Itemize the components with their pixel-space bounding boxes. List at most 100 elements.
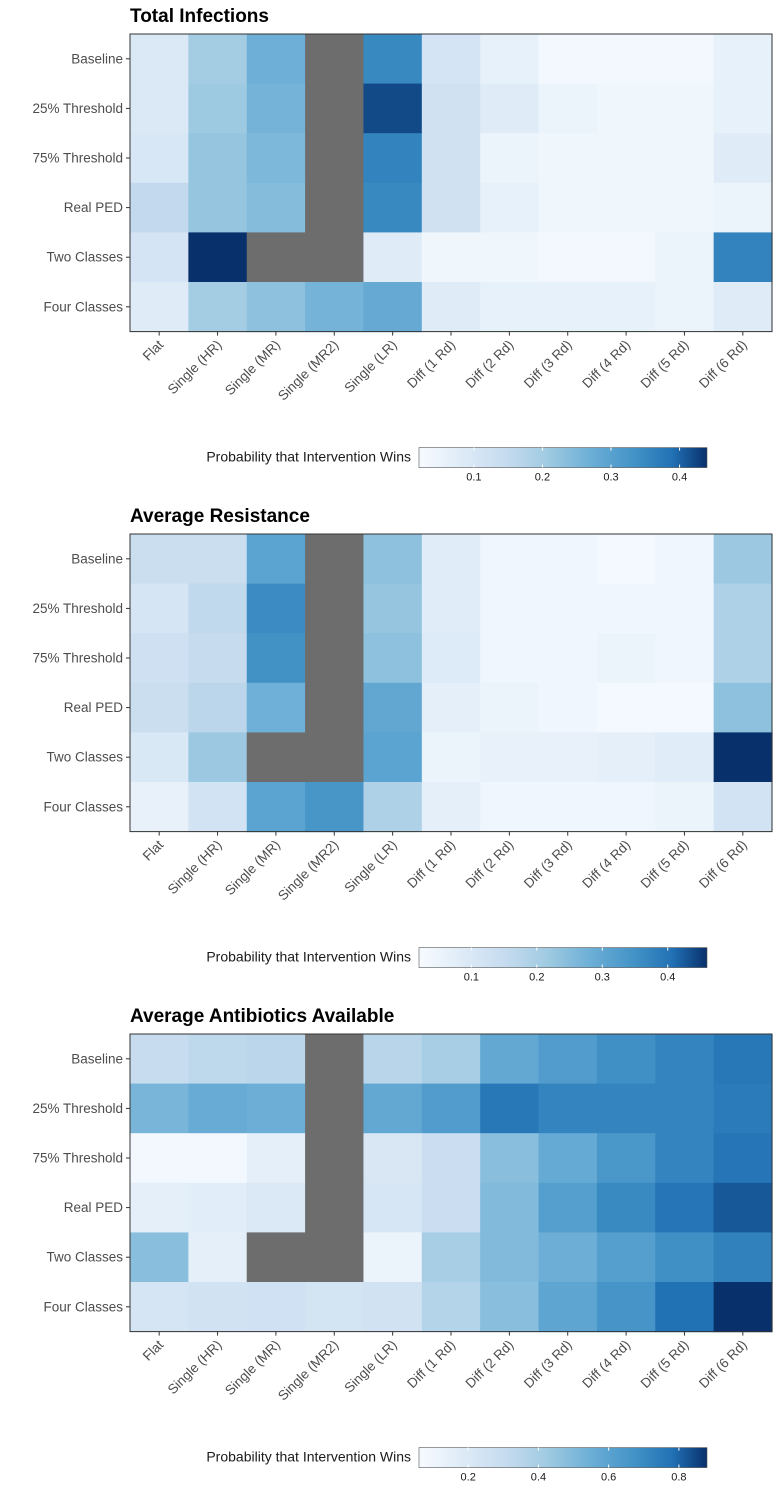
heatmap-cell — [480, 282, 540, 333]
heatmap-cell — [655, 232, 715, 283]
heatmap-cell — [713, 282, 773, 333]
heatmap-cell — [305, 182, 365, 233]
x-tick-label: Single (MR) — [222, 837, 283, 898]
heatmap-cell — [713, 1133, 773, 1184]
legend-tick-label: 0.6 — [601, 1472, 616, 1484]
heatmap-cell — [655, 732, 715, 783]
x-tick-label: Single (HR) — [165, 1337, 225, 1397]
heatmap-cell — [596, 534, 656, 585]
heatmap-cell — [246, 682, 306, 733]
y-tick-label: 25% Threshold — [32, 101, 123, 116]
heatmap-cell — [305, 534, 365, 585]
legend-title: Probability that Intervention Wins — [206, 449, 411, 465]
heatmap-cell — [713, 83, 773, 134]
heatmap-cell — [655, 1133, 715, 1184]
heatmap-cell — [246, 782, 306, 833]
heatmap-cell — [188, 732, 248, 783]
heatmap-cell — [421, 534, 481, 585]
heatmap-cell — [246, 1083, 306, 1134]
x-tick-label: Diff (6 Rd) — [696, 1337, 750, 1391]
heatmap-cell — [421, 782, 481, 833]
heatmap-cell — [421, 1232, 481, 1283]
heatmap-cell — [246, 1282, 306, 1333]
heatmap-cell — [421, 34, 481, 85]
x-tick-label: Diff (2 Rd) — [463, 1337, 517, 1391]
legend-colorbar — [418, 947, 708, 968]
legend-tick-label: 0.3 — [595, 972, 610, 984]
x-tick-label: Diff (2 Rd) — [463, 337, 517, 391]
heatmap-cell — [421, 633, 481, 684]
x-tick-label: Single (LR) — [341, 1337, 399, 1395]
heatmap-cell — [188, 782, 248, 833]
heatmap-cell — [421, 232, 481, 283]
heatmap-cell — [130, 1034, 189, 1085]
heatmap-cell — [480, 34, 540, 85]
heatmap-cell — [655, 34, 715, 85]
heatmap-cell — [363, 34, 423, 85]
heatmap-cell — [538, 1133, 598, 1184]
heatmap-cell — [538, 534, 598, 585]
heatmap-cell — [596, 182, 656, 233]
heatmap-cell — [538, 232, 598, 283]
heatmap-cell — [713, 633, 773, 684]
heatmap-cell — [655, 534, 715, 585]
heatmap-cell — [480, 1282, 540, 1333]
heatmap-cell — [130, 534, 189, 585]
heatmap-cell — [538, 1182, 598, 1233]
heatmap-cell — [363, 232, 423, 283]
legend-colorbar — [418, 1447, 708, 1468]
x-tick-label: Diff (4 Rd) — [579, 837, 633, 891]
x-tick-label: Diff (5 Rd) — [638, 337, 692, 391]
heatmap-cell — [596, 83, 656, 134]
heatmap-cell — [305, 1034, 365, 1085]
heatmap-cell — [713, 1034, 773, 1085]
heatmap-cell — [305, 1133, 365, 1184]
heatmap-cell — [655, 1083, 715, 1134]
heatmap-cell — [655, 633, 715, 684]
y-tick-label: 25% Threshold — [32, 601, 123, 616]
heatmap-cell — [363, 633, 423, 684]
heatmap-cell — [538, 1232, 598, 1283]
y-tick-label: Real PED — [64, 700, 124, 715]
x-tick-label: Diff (5 Rd) — [638, 837, 692, 891]
heatmap-cell — [363, 682, 423, 733]
heatmap-cell — [655, 1232, 715, 1283]
heatmap-cell — [305, 1083, 365, 1134]
heatmap-cell — [655, 83, 715, 134]
y-tick-label: Real PED — [64, 200, 124, 215]
heatmap-cell — [713, 1083, 773, 1134]
legend-tick-label: 0.2 — [529, 972, 544, 984]
heatmap-cell — [188, 633, 248, 684]
heatmap-cell — [246, 1182, 306, 1233]
heatmap-cell — [305, 633, 365, 684]
heatmap-cell — [480, 782, 540, 833]
heatmap-cell — [596, 782, 656, 833]
x-tick-label: Diff (2 Rd) — [463, 837, 517, 891]
heatmap-cell — [538, 1034, 598, 1085]
heatmap-cell — [538, 583, 598, 634]
heatmap-cell — [538, 1083, 598, 1134]
heatmap-cell — [713, 1232, 773, 1283]
x-tick-label: Diff (4 Rd) — [579, 337, 633, 391]
heatmap-cell — [246, 83, 306, 134]
heatmap-cell — [655, 583, 715, 634]
heatmap-cell — [596, 133, 656, 184]
heatmap-cell — [655, 282, 715, 333]
heatmap-cell — [130, 1083, 189, 1134]
heatmap-cell — [188, 1182, 248, 1233]
heatmap-cell — [538, 782, 598, 833]
y-tick-label: Real PED — [64, 1200, 124, 1215]
heatmap-cell — [655, 1034, 715, 1085]
y-tick-label: 75% Threshold — [32, 151, 123, 166]
heatmap-cell — [305, 1282, 365, 1333]
legend-tick-label: 0.1 — [464, 972, 479, 984]
y-tick-label: Two Classes — [46, 750, 123, 765]
heatmap-cell — [655, 133, 715, 184]
heatmap-cell — [130, 782, 189, 833]
heatmap-cell — [480, 1034, 540, 1085]
heatmap-cell — [130, 633, 189, 684]
heatmap-cell — [246, 34, 306, 85]
x-tick-label: Diff (1 Rd) — [404, 337, 458, 391]
x-tick-label: Single (HR) — [165, 337, 225, 397]
x-tick-label: Single (LR) — [341, 337, 399, 395]
